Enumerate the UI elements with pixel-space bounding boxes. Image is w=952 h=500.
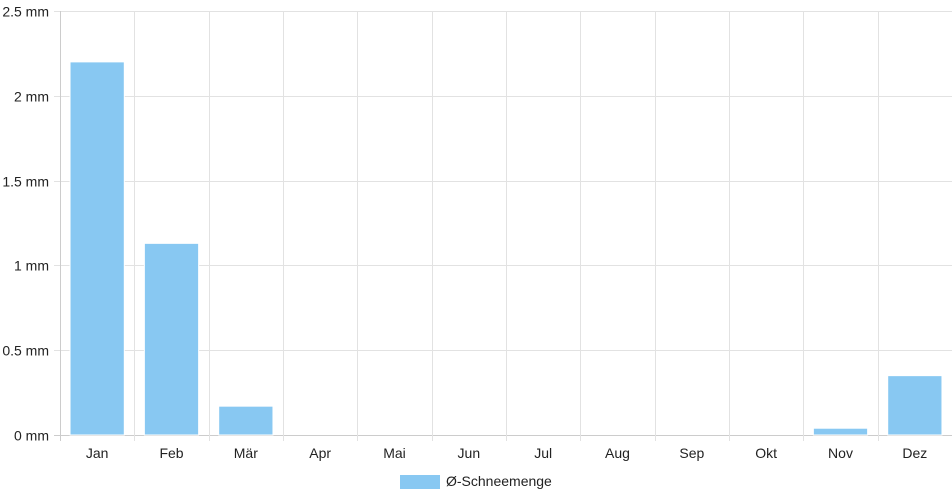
- bars: [69, 61, 943, 436]
- bar-dez[interactable]: [887, 375, 943, 436]
- x-tick-label: Jun: [458, 445, 481, 461]
- legend-swatch: [400, 475, 440, 489]
- x-tick-label: Nov: [828, 445, 853, 461]
- y-tick-label: 0.5 mm: [2, 343, 49, 359]
- x-tick-label: Jan: [86, 445, 109, 461]
- legend: Ø-Schneemenge: [400, 473, 552, 489]
- x-tick-label: Sep: [679, 445, 704, 461]
- y-tick-label: 1 mm: [14, 258, 49, 274]
- y-tick-label: 0 mm: [14, 428, 49, 444]
- legend-label: Ø-Schneemenge: [446, 473, 552, 489]
- y-tick-label: 2.5 mm: [2, 4, 49, 20]
- bar-nov[interactable]: [812, 427, 869, 436]
- axes: 0 mm 0.5 mm 1 mm 1.5 mm 2 mm 2.5 mm Jan Feb Mär A…: [2, 4, 927, 462]
- bar-feb[interactable]: [143, 242, 200, 436]
- bar-jan[interactable]: [69, 61, 125, 436]
- x-tick-label: Aug: [605, 445, 630, 461]
- x-tick-label: Feb: [159, 445, 183, 461]
- bar-mär[interactable]: [218, 405, 274, 436]
- x-tick-label: Okt: [755, 445, 777, 461]
- x-tick-label: Mai: [383, 445, 406, 461]
- x-tick-label: Jul: [534, 445, 552, 461]
- y-tick-label: 1.5 mm: [2, 174, 49, 190]
- y-tick-label: 2 mm: [14, 89, 49, 105]
- x-tick-label: Mär: [234, 445, 258, 461]
- x-tick-label: Dez: [902, 445, 927, 461]
- grid: [54, 11, 952, 441]
- x-tick-label: Apr: [309, 445, 331, 461]
